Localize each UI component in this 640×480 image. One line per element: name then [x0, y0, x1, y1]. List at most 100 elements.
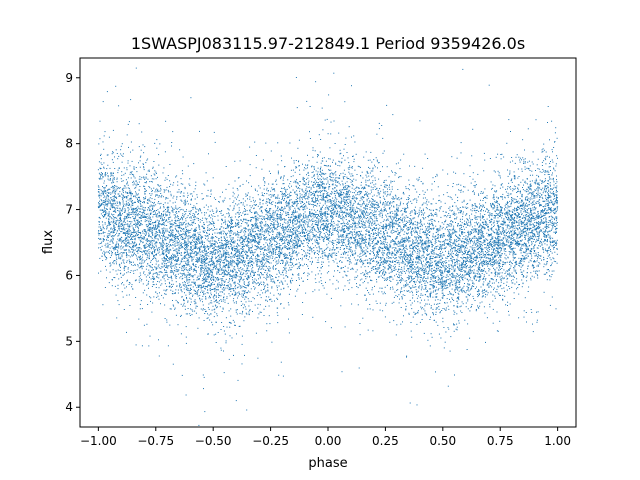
data-point [278, 224, 279, 226]
data-point [253, 262, 255, 264]
data-point [282, 274, 284, 276]
data-point [267, 254, 268, 256]
data-point [254, 278, 256, 280]
data-point [321, 212, 323, 214]
data-point [400, 210, 402, 212]
data-point [441, 244, 443, 246]
data-point [312, 193, 314, 195]
data-point [451, 272, 453, 274]
data-point [351, 184, 353, 185]
data-point [157, 184, 159, 186]
data-point [455, 328, 457, 330]
data-point [213, 287, 215, 289]
data-point [216, 279, 218, 281]
data-point [196, 196, 198, 198]
data-point [153, 178, 155, 180]
data-point [478, 307, 480, 309]
data-point [417, 233, 418, 235]
data-point [166, 255, 167, 257]
data-point [445, 246, 447, 248]
data-point [509, 172, 511, 174]
data-point [155, 212, 156, 214]
data-point [497, 232, 499, 234]
data-point [303, 191, 305, 193]
data-point [272, 267, 274, 269]
data-point [233, 354, 234, 356]
data-point [493, 252, 495, 254]
data-point [529, 259, 531, 261]
data-point [145, 231, 147, 233]
data-point [542, 187, 544, 189]
data-point [405, 309, 407, 311]
data-point [354, 239, 356, 241]
data-point [422, 182, 424, 184]
data-point [412, 285, 414, 287]
data-point [423, 232, 425, 234]
data-point [110, 250, 112, 252]
data-point [405, 260, 406, 262]
data-point [436, 228, 438, 230]
data-point [204, 248, 206, 250]
data-point [524, 243, 526, 245]
data-point [438, 306, 440, 308]
data-point [390, 201, 391, 203]
data-point [467, 283, 468, 285]
data-point [311, 172, 313, 173]
data-point [184, 292, 185, 294]
data-point [359, 260, 361, 262]
data-point [405, 186, 407, 188]
data-point [517, 242, 519, 244]
data-point [209, 240, 211, 242]
data-point [128, 250, 130, 252]
data-point [395, 295, 397, 297]
data-point [284, 242, 286, 244]
data-point [106, 277, 107, 279]
data-point [278, 237, 280, 239]
data-point [173, 195, 175, 197]
data-point [167, 265, 169, 267]
data-point [367, 234, 369, 236]
data-point [492, 184, 494, 186]
data-point [427, 222, 429, 224]
data-point [274, 212, 276, 214]
data-point [337, 165, 339, 166]
data-point [236, 246, 238, 248]
data-point [245, 219, 247, 221]
data-point [308, 160, 310, 162]
data-point [439, 227, 441, 229]
data-point [237, 244, 239, 246]
data-point [412, 185, 414, 187]
data-point [264, 292, 266, 294]
data-point [341, 214, 343, 216]
data-point [437, 303, 439, 305]
data-point [212, 252, 214, 254]
data-point [460, 290, 462, 292]
data-point [145, 247, 146, 249]
data-point [228, 271, 230, 273]
data-point [461, 312, 463, 313]
data-point [367, 251, 369, 253]
data-point [444, 247, 446, 249]
data-point [178, 230, 179, 232]
data-point [374, 228, 376, 229]
data-point [331, 252, 333, 254]
data-point [182, 215, 184, 216]
data-point [149, 197, 151, 199]
data-point [154, 249, 156, 250]
data-point [534, 222, 536, 223]
data-point [291, 185, 292, 187]
data-point [254, 227, 256, 229]
data-point [253, 275, 254, 277]
data-point [309, 138, 311, 139]
data-point [199, 265, 201, 266]
data-point [172, 283, 174, 285]
data-point [314, 235, 316, 237]
data-point [508, 119, 510, 121]
data-point [398, 240, 399, 242]
data-point [459, 286, 461, 288]
data-point [486, 246, 488, 248]
data-point [348, 282, 350, 284]
data-point [356, 242, 358, 244]
data-point [276, 273, 278, 275]
data-point [391, 211, 393, 213]
